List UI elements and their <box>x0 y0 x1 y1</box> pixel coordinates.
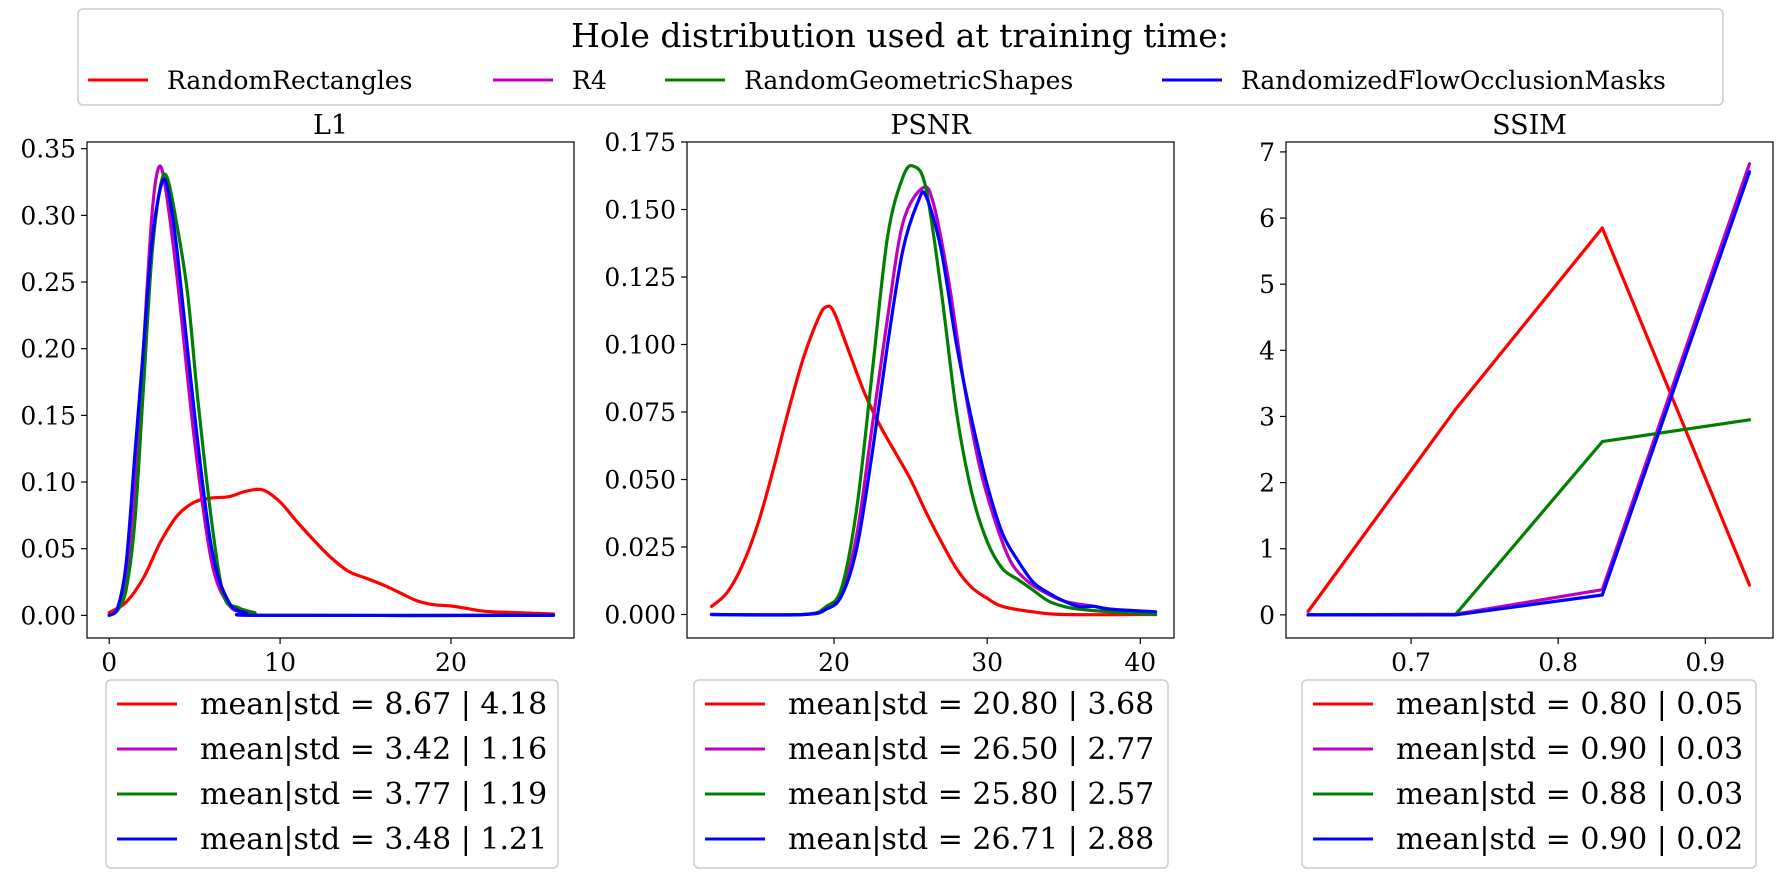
top-legend-frame <box>77 8 1724 106</box>
x-tick-label: 0.7 <box>1391 648 1431 677</box>
series-line <box>107 177 556 618</box>
y-tick-label: 0.30 <box>20 201 76 230</box>
figure-title: Hole distribution used at training time: <box>571 16 1229 55</box>
stats-legend-label: mean|std = 25.80 | 2.57 <box>788 777 1154 812</box>
y-tick-label: 6 <box>1259 204 1275 233</box>
y-tick-label: 0.05 <box>20 535 76 564</box>
y-tick-label: 0.10 <box>20 468 76 497</box>
y-tick-label: 5 <box>1259 270 1275 299</box>
series-line <box>709 185 1158 617</box>
y-tick-label: 0.075 <box>604 398 676 427</box>
legend-label-random-geometric-shapes: RandomGeometricShapes <box>744 66 1073 95</box>
y-tick-label: 0.35 <box>20 135 76 164</box>
stats-legend-label: mean|std = 0.80 | 0.05 <box>1396 687 1743 722</box>
subplot-title: SSIM <box>1492 110 1567 141</box>
y-tick-label: 0.100 <box>604 331 676 360</box>
y-tick-label: 0.150 <box>604 196 676 225</box>
y-tick-label: 3 <box>1259 402 1275 431</box>
stats-legend-label: mean|std = 0.90 | 0.03 <box>1396 732 1743 767</box>
stats-legend-label: mean|std = 26.71 | 2.88 <box>788 822 1154 857</box>
y-tick-label: 0.050 <box>604 466 676 495</box>
x-tick-label: 40 <box>1124 648 1156 677</box>
series-group <box>709 163 1158 617</box>
x-tick-label: 0.9 <box>1685 648 1725 677</box>
axes-frame <box>686 141 1175 639</box>
top-legend-entry: RandomRectangles <box>88 66 412 95</box>
series-line <box>709 190 1158 617</box>
y-tick-label: 1 <box>1259 535 1275 564</box>
x-tick-label: 0 <box>101 648 117 677</box>
top-legend: Hole distribution used at training time:… <box>77 8 1724 106</box>
stats-legend-label: mean|std = 20.80 | 3.68 <box>788 687 1154 722</box>
y-tick-label: 0.25 <box>20 268 76 297</box>
subplot-title: PSNR <box>890 110 971 141</box>
series-line <box>709 304 1158 617</box>
stats-legend-label: mean|std = 26.50 | 2.77 <box>788 732 1154 767</box>
y-tick-label: 0.15 <box>20 401 76 430</box>
y-tick-label: 0.125 <box>604 263 676 292</box>
x-tick-label: 10 <box>264 648 296 677</box>
subplot-l1: L1 0 10 20 0.00 0.05 0.10 0.15 0.20 0.25 0.30 0.35 m… <box>20 110 575 869</box>
y-tick-label: 0.000 <box>604 601 676 630</box>
series-line <box>107 172 556 618</box>
stats-legend-frame <box>1301 679 1757 869</box>
legend-label-random-rectangles: RandomRectangles <box>167 66 412 95</box>
series-group <box>1306 162 1752 617</box>
top-legend-entry: R4 <box>493 66 607 95</box>
legend-label-r4: R4 <box>572 66 607 95</box>
top-legend-entry: RandomizedFlowOcclusionMasks <box>1162 66 1666 95</box>
y-tick-label: 0.025 <box>604 533 676 562</box>
series-group <box>107 164 556 618</box>
y-tick-label: 0.20 <box>20 335 76 364</box>
subplots: L10 10 200.000.050.100.150.200.250.300.35m… <box>20 110 1774 869</box>
axes-frame <box>86 141 575 639</box>
y-tick-label: 0.175 <box>604 128 676 157</box>
series-line <box>1306 226 1752 614</box>
series-line <box>107 487 556 616</box>
subplot-ssim: SSIM 0.7 0.8 0.9 0 1 2 3 4 5 6 7 mean|std = 0.80 | 0… <box>1259 110 1774 869</box>
y-tick-label: 7 <box>1259 138 1275 167</box>
x-tick-label: 20 <box>435 648 467 677</box>
x-tick-label: 0.8 <box>1538 648 1578 677</box>
series-line <box>1306 162 1752 617</box>
stats-legend-label: mean|std = 3.77 | 1.19 <box>200 777 547 812</box>
stats-legend-label: mean|std = 3.48 | 1.21 <box>200 822 547 857</box>
legend-label-randomized-flow-occlusion-masks: RandomizedFlowOcclusionMasks <box>1241 66 1666 95</box>
subplot-title: L1 <box>313 110 348 141</box>
y-tick-label: 4 <box>1259 336 1275 365</box>
series-line <box>709 163 1158 617</box>
stats-legend-frame <box>693 679 1169 869</box>
axes-frame <box>1285 141 1774 639</box>
y-tick-label: 0 <box>1259 601 1275 630</box>
series-line <box>1306 170 1752 617</box>
series-line <box>1306 418 1752 617</box>
top-legend-entry: RandomGeometricShapes <box>665 66 1073 95</box>
y-tick-label: 0.00 <box>20 601 76 630</box>
subplot-psnr: PSNR 20 30 40 0.000 0.025 0.050 0.075 0.100 0.125… <box>604 110 1175 869</box>
y-tick-label: 2 <box>1259 469 1275 498</box>
x-tick-label: 20 <box>818 648 850 677</box>
x-tick-label: 30 <box>971 648 1003 677</box>
stats-legend-label: mean|std = 8.67 | 4.18 <box>200 687 547 722</box>
stats-legend-label: mean|std = 3.42 | 1.16 <box>200 732 547 767</box>
stats-legend-frame <box>105 679 559 869</box>
stats-legend-label: mean|std = 0.90 | 0.02 <box>1396 822 1743 857</box>
stats-legend-label: mean|std = 0.88 | 0.03 <box>1396 777 1743 812</box>
